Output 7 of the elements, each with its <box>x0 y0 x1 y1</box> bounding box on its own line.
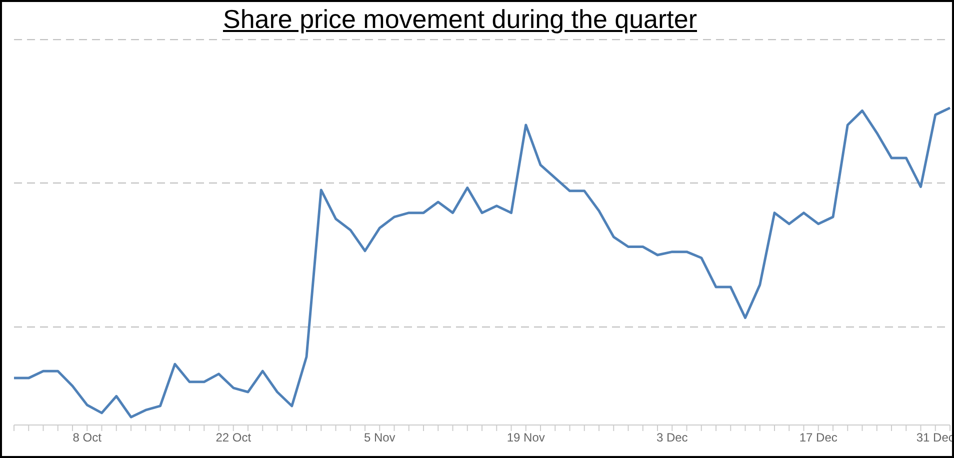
x-tick-label: 19 Nov <box>506 430 545 445</box>
x-tick-label: 22 Oct <box>216 430 252 445</box>
x-tick-label: 17 Dec <box>799 430 838 445</box>
chart-title: Share price movement during the quarter <box>218 4 702 34</box>
x-tick-label: 3 Dec <box>656 430 688 445</box>
x-tick-label: 5 Nov <box>364 430 396 445</box>
x-tick-label: 8 Oct <box>72 430 102 445</box>
